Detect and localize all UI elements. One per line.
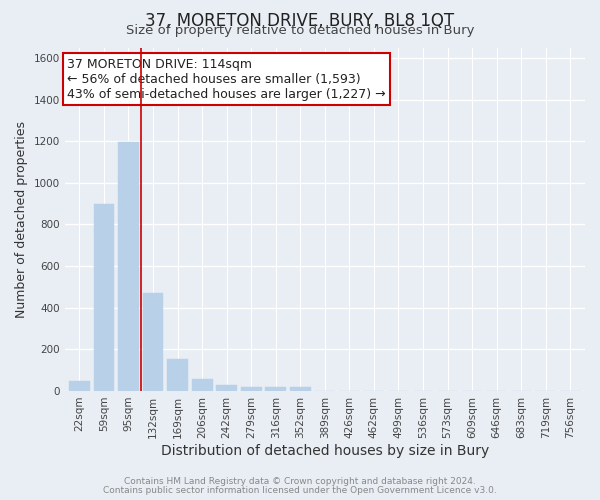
Bar bbox=[143, 293, 163, 391]
Bar bbox=[94, 204, 115, 391]
Bar bbox=[69, 380, 90, 391]
Bar bbox=[191, 379, 212, 391]
Bar bbox=[216, 385, 237, 391]
Text: 37 MORETON DRIVE: 114sqm
← 56% of detached houses are smaller (1,593)
43% of sem: 37 MORETON DRIVE: 114sqm ← 56% of detach… bbox=[67, 58, 386, 101]
Bar bbox=[118, 142, 139, 391]
Bar bbox=[167, 358, 188, 391]
Text: Contains HM Land Registry data © Crown copyright and database right 2024.: Contains HM Land Registry data © Crown c… bbox=[124, 477, 476, 486]
X-axis label: Distribution of detached houses by size in Bury: Distribution of detached houses by size … bbox=[161, 444, 489, 458]
Bar bbox=[290, 387, 311, 391]
Text: Size of property relative to detached houses in Bury: Size of property relative to detached ho… bbox=[126, 24, 474, 37]
Text: Contains public sector information licensed under the Open Government Licence v3: Contains public sector information licen… bbox=[103, 486, 497, 495]
Text: 37, MORETON DRIVE, BURY, BL8 1QT: 37, MORETON DRIVE, BURY, BL8 1QT bbox=[145, 12, 455, 30]
Bar bbox=[241, 387, 262, 391]
Y-axis label: Number of detached properties: Number of detached properties bbox=[15, 120, 28, 318]
Bar bbox=[265, 387, 286, 391]
